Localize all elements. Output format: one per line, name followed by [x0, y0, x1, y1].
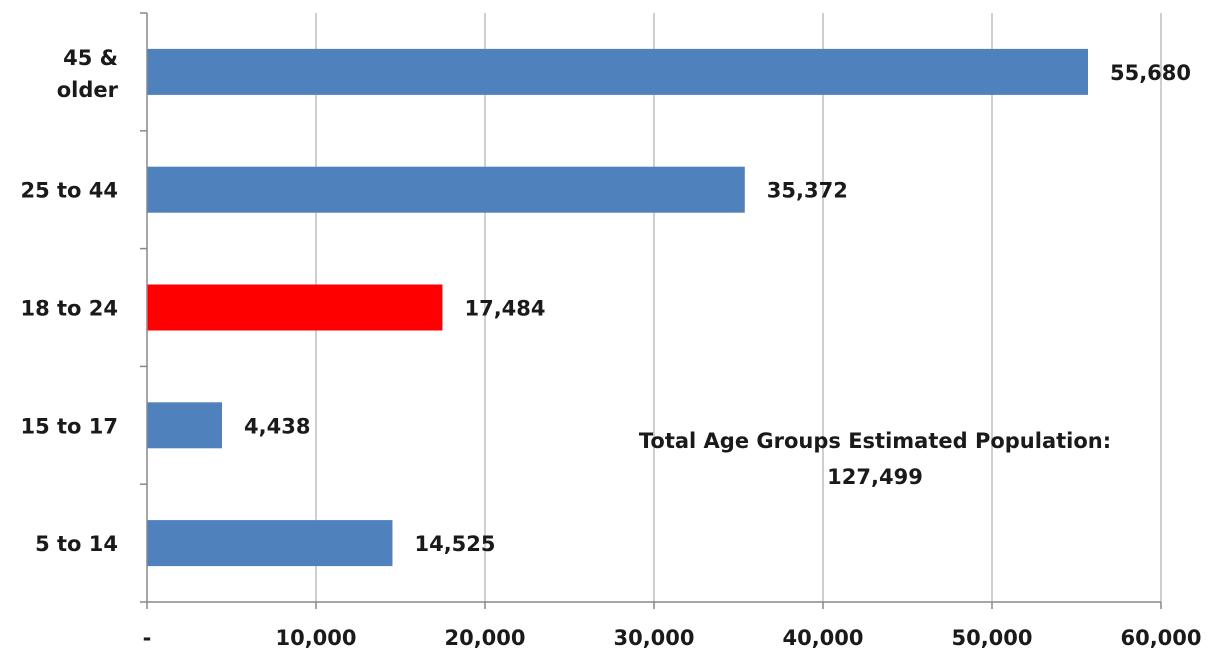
bar	[147, 48, 1088, 95]
x-tick-label: 50,000	[951, 626, 1032, 650]
labels: - 10,000 20,000 30,000 40,000 50,000 60,000 14,…	[20, 46, 1201, 650]
data-label: 35,372	[767, 179, 848, 203]
bar	[147, 284, 443, 331]
x-tick-label: 20,000	[444, 626, 525, 650]
y-category-label: 18 to 24	[20, 297, 118, 321]
x-tick-label: 10,000	[275, 626, 356, 650]
axes	[140, 12, 1162, 609]
total-annotation-line2: 127,499	[827, 465, 923, 489]
gridlines	[315, 13, 1162, 602]
y-category-label: 15 to 17	[20, 414, 118, 438]
x-tick-label: 30,000	[613, 626, 694, 650]
data-label: 14,525	[414, 532, 495, 556]
x-tick-label: -	[143, 626, 152, 650]
x-tick-label: 40,000	[782, 626, 863, 650]
total-annotation-line1: Total Age Groups Estimated Population:	[639, 429, 1111, 453]
bar	[147, 166, 745, 213]
y-category-label: 25 to 44	[20, 179, 118, 203]
y-category-label: 45 & older	[57, 46, 119, 102]
x-tick-label: 60,000	[1120, 626, 1201, 650]
data-label: 17,484	[464, 297, 545, 321]
bar	[147, 520, 393, 567]
data-label: 55,680	[1110, 61, 1191, 85]
bars	[147, 48, 1088, 567]
y-category-label: 5 to 14	[35, 532, 118, 556]
data-label: 4,438	[244, 414, 310, 438]
bar	[147, 402, 223, 449]
